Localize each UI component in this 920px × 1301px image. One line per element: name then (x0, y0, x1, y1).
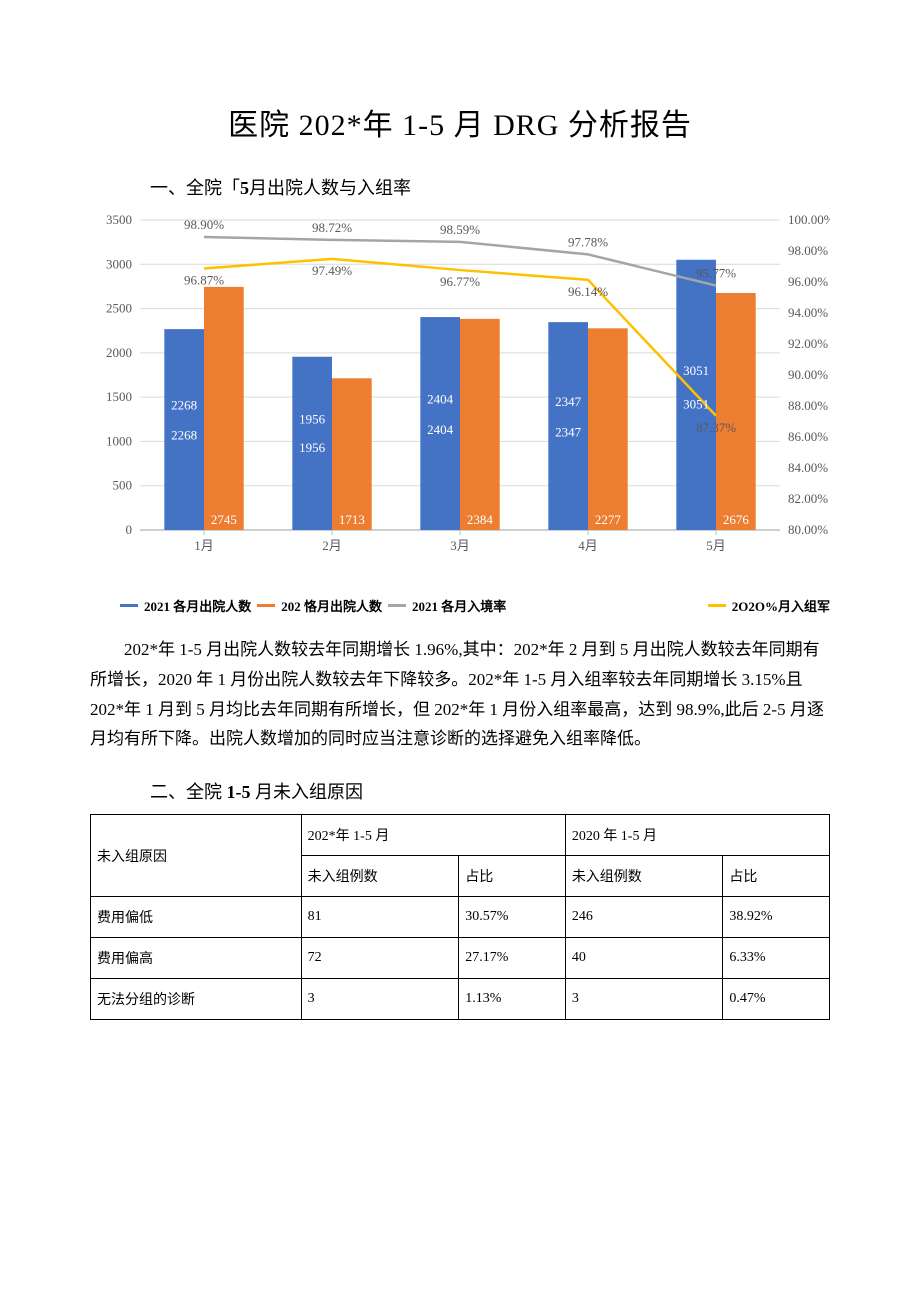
svg-text:3月: 3月 (450, 538, 470, 553)
section-2-prefix: 二、全院 (150, 782, 227, 802)
table-cell: 40 (565, 938, 723, 979)
svg-text:2月: 2月 (322, 538, 342, 553)
svg-text:94.00%: 94.00% (788, 305, 828, 320)
svg-text:5月: 5月 (706, 538, 726, 553)
svg-text:1000: 1000 (106, 433, 132, 448)
svg-text:1956: 1956 (299, 411, 326, 426)
svg-text:2000: 2000 (106, 345, 132, 360)
svg-text:98.00%: 98.00% (788, 243, 828, 258)
svg-text:500: 500 (113, 478, 133, 493)
section-2-suffix: 月未入组原因 (251, 782, 364, 802)
svg-text:84.00%: 84.00% (788, 460, 828, 475)
legend-label: 202 恪月出院人数 (281, 596, 382, 615)
chart-svg: 0 500 1000 1500 2000 2500 3000 3500 80.00% 82.00%… (90, 210, 830, 570)
svg-text:82.00%: 82.00% (788, 491, 828, 506)
section-1-suffix: 月出院人数与入组率 (249, 178, 411, 198)
svg-text:2500: 2500 (106, 301, 132, 316)
svg-text:2745: 2745 (211, 512, 237, 527)
svg-text:100.00%: 100.00% (788, 212, 830, 227)
svg-text:1956: 1956 (299, 440, 326, 455)
svg-text:96.77%: 96.77% (440, 274, 480, 289)
col-b-pct: 占比 (723, 856, 830, 897)
svg-text:98.90%: 98.90% (184, 217, 224, 232)
svg-text:86.00%: 86.00% (788, 429, 828, 444)
svg-text:1月: 1月 (194, 538, 214, 553)
svg-text:2268: 2268 (171, 398, 197, 413)
svg-text:2268: 2268 (171, 428, 197, 443)
table-cell: 3 (565, 979, 723, 1020)
table-cell: 费用偏高 (91, 938, 302, 979)
svg-text:97.49%: 97.49% (312, 263, 352, 278)
table-cell: 27.17% (459, 938, 566, 979)
table-row: 费用偏低8130.57%24638.92% (91, 897, 830, 938)
svg-text:92.00%: 92.00% (788, 336, 828, 351)
section-1-prefix: 一、全院「 (150, 178, 240, 198)
svg-text:2676: 2676 (723, 512, 750, 527)
svg-text:88.00%: 88.00% (788, 398, 828, 413)
col-a-count: 未入组例数 (301, 856, 459, 897)
table-cell: 无法分组的诊断 (91, 979, 302, 1020)
table-cell: 3 (301, 979, 459, 1020)
svg-text:2347: 2347 (555, 424, 582, 439)
section-1-heading: 一、全院「5月出院人数与入组率 (150, 174, 830, 200)
svg-text:3051: 3051 (683, 396, 709, 411)
col-reason: 未入组原因 (91, 815, 302, 897)
table-cell: 0.47% (723, 979, 830, 1020)
col-a-pct: 占比 (459, 856, 566, 897)
chart-legend: 2021 各月出院人数 202 恪月出院人数 2021 各月入境率 2O2O%月入组军 (120, 596, 830, 615)
section-2-heading: 二、全院 1-5 月未入组原因 (150, 778, 830, 804)
svg-text:97.78%: 97.78% (568, 234, 608, 249)
section-2-bold: 1-5 (227, 782, 251, 802)
table-cell: 246 (565, 897, 723, 938)
table-row: 无法分组的诊断31.13%30.47% (91, 979, 830, 1020)
table-cell: 38.92% (723, 897, 830, 938)
svg-text:1500: 1500 (106, 389, 132, 404)
table-row: 费用偏高7227.17%406.33% (91, 938, 830, 979)
svg-text:2404: 2404 (427, 422, 454, 437)
svg-text:90.00%: 90.00% (788, 367, 828, 382)
section-1-bold: 5 (240, 178, 249, 198)
svg-text:3000: 3000 (106, 256, 132, 271)
svg-text:80.00%: 80.00% (788, 522, 828, 537)
page-title: 医院 202*年 1-5 月 DRG 分析报告 (90, 100, 830, 144)
svg-text:98.59%: 98.59% (440, 222, 480, 237)
svg-text:96.87%: 96.87% (184, 273, 224, 288)
col-period-a: 202*年 1-5 月 (301, 815, 565, 856)
svg-text:2277: 2277 (595, 512, 622, 527)
legend-swatch (257, 604, 275, 607)
svg-text:87.37%: 87.37% (696, 420, 736, 435)
svg-text:4月: 4月 (578, 538, 598, 553)
legend-label: 2021 各月出院人数 (144, 596, 251, 615)
col-period-b: 2020 年 1-5 月 (565, 815, 829, 856)
table-cell: 72 (301, 938, 459, 979)
table-cell: 1.13% (459, 979, 566, 1020)
svg-text:96.14%: 96.14% (568, 284, 608, 299)
legend-label: 2021 各月入境率 (412, 596, 506, 615)
svg-text:2404: 2404 (427, 392, 454, 407)
table-cell: 6.33% (723, 938, 830, 979)
svg-text:96.00%: 96.00% (788, 274, 828, 289)
svg-text:95.77%: 95.77% (696, 266, 736, 281)
svg-text:2384: 2384 (467, 512, 494, 527)
analysis-paragraph-1: 202*年 1-5 月出院人数较去年同期增长 1.96%,其中：202*年 2 … (90, 635, 830, 754)
table-cell: 费用偏低 (91, 897, 302, 938)
ungrouped-reason-table: 未入组原因 202*年 1-5 月 2020 年 1-5 月 未入组例数 占比 … (90, 814, 830, 1020)
table-cell: 81 (301, 897, 459, 938)
legend-swatch (120, 604, 138, 607)
svg-text:1713: 1713 (339, 512, 365, 527)
table-cell: 30.57% (459, 897, 566, 938)
legend-label: 2O2O%月入组军 (732, 596, 830, 615)
legend-swatch (708, 604, 726, 607)
svg-text:3051: 3051 (683, 363, 709, 378)
legend-swatch (388, 604, 406, 607)
col-b-count: 未入组例数 (565, 856, 723, 897)
svg-text:3500: 3500 (106, 212, 132, 227)
discharge-chart: 0 500 1000 1500 2000 2500 3000 3500 80.00% 82.00%… (90, 210, 830, 590)
svg-text:98.72%: 98.72% (312, 220, 352, 235)
svg-text:2347: 2347 (555, 394, 582, 409)
svg-text:0: 0 (126, 522, 133, 537)
